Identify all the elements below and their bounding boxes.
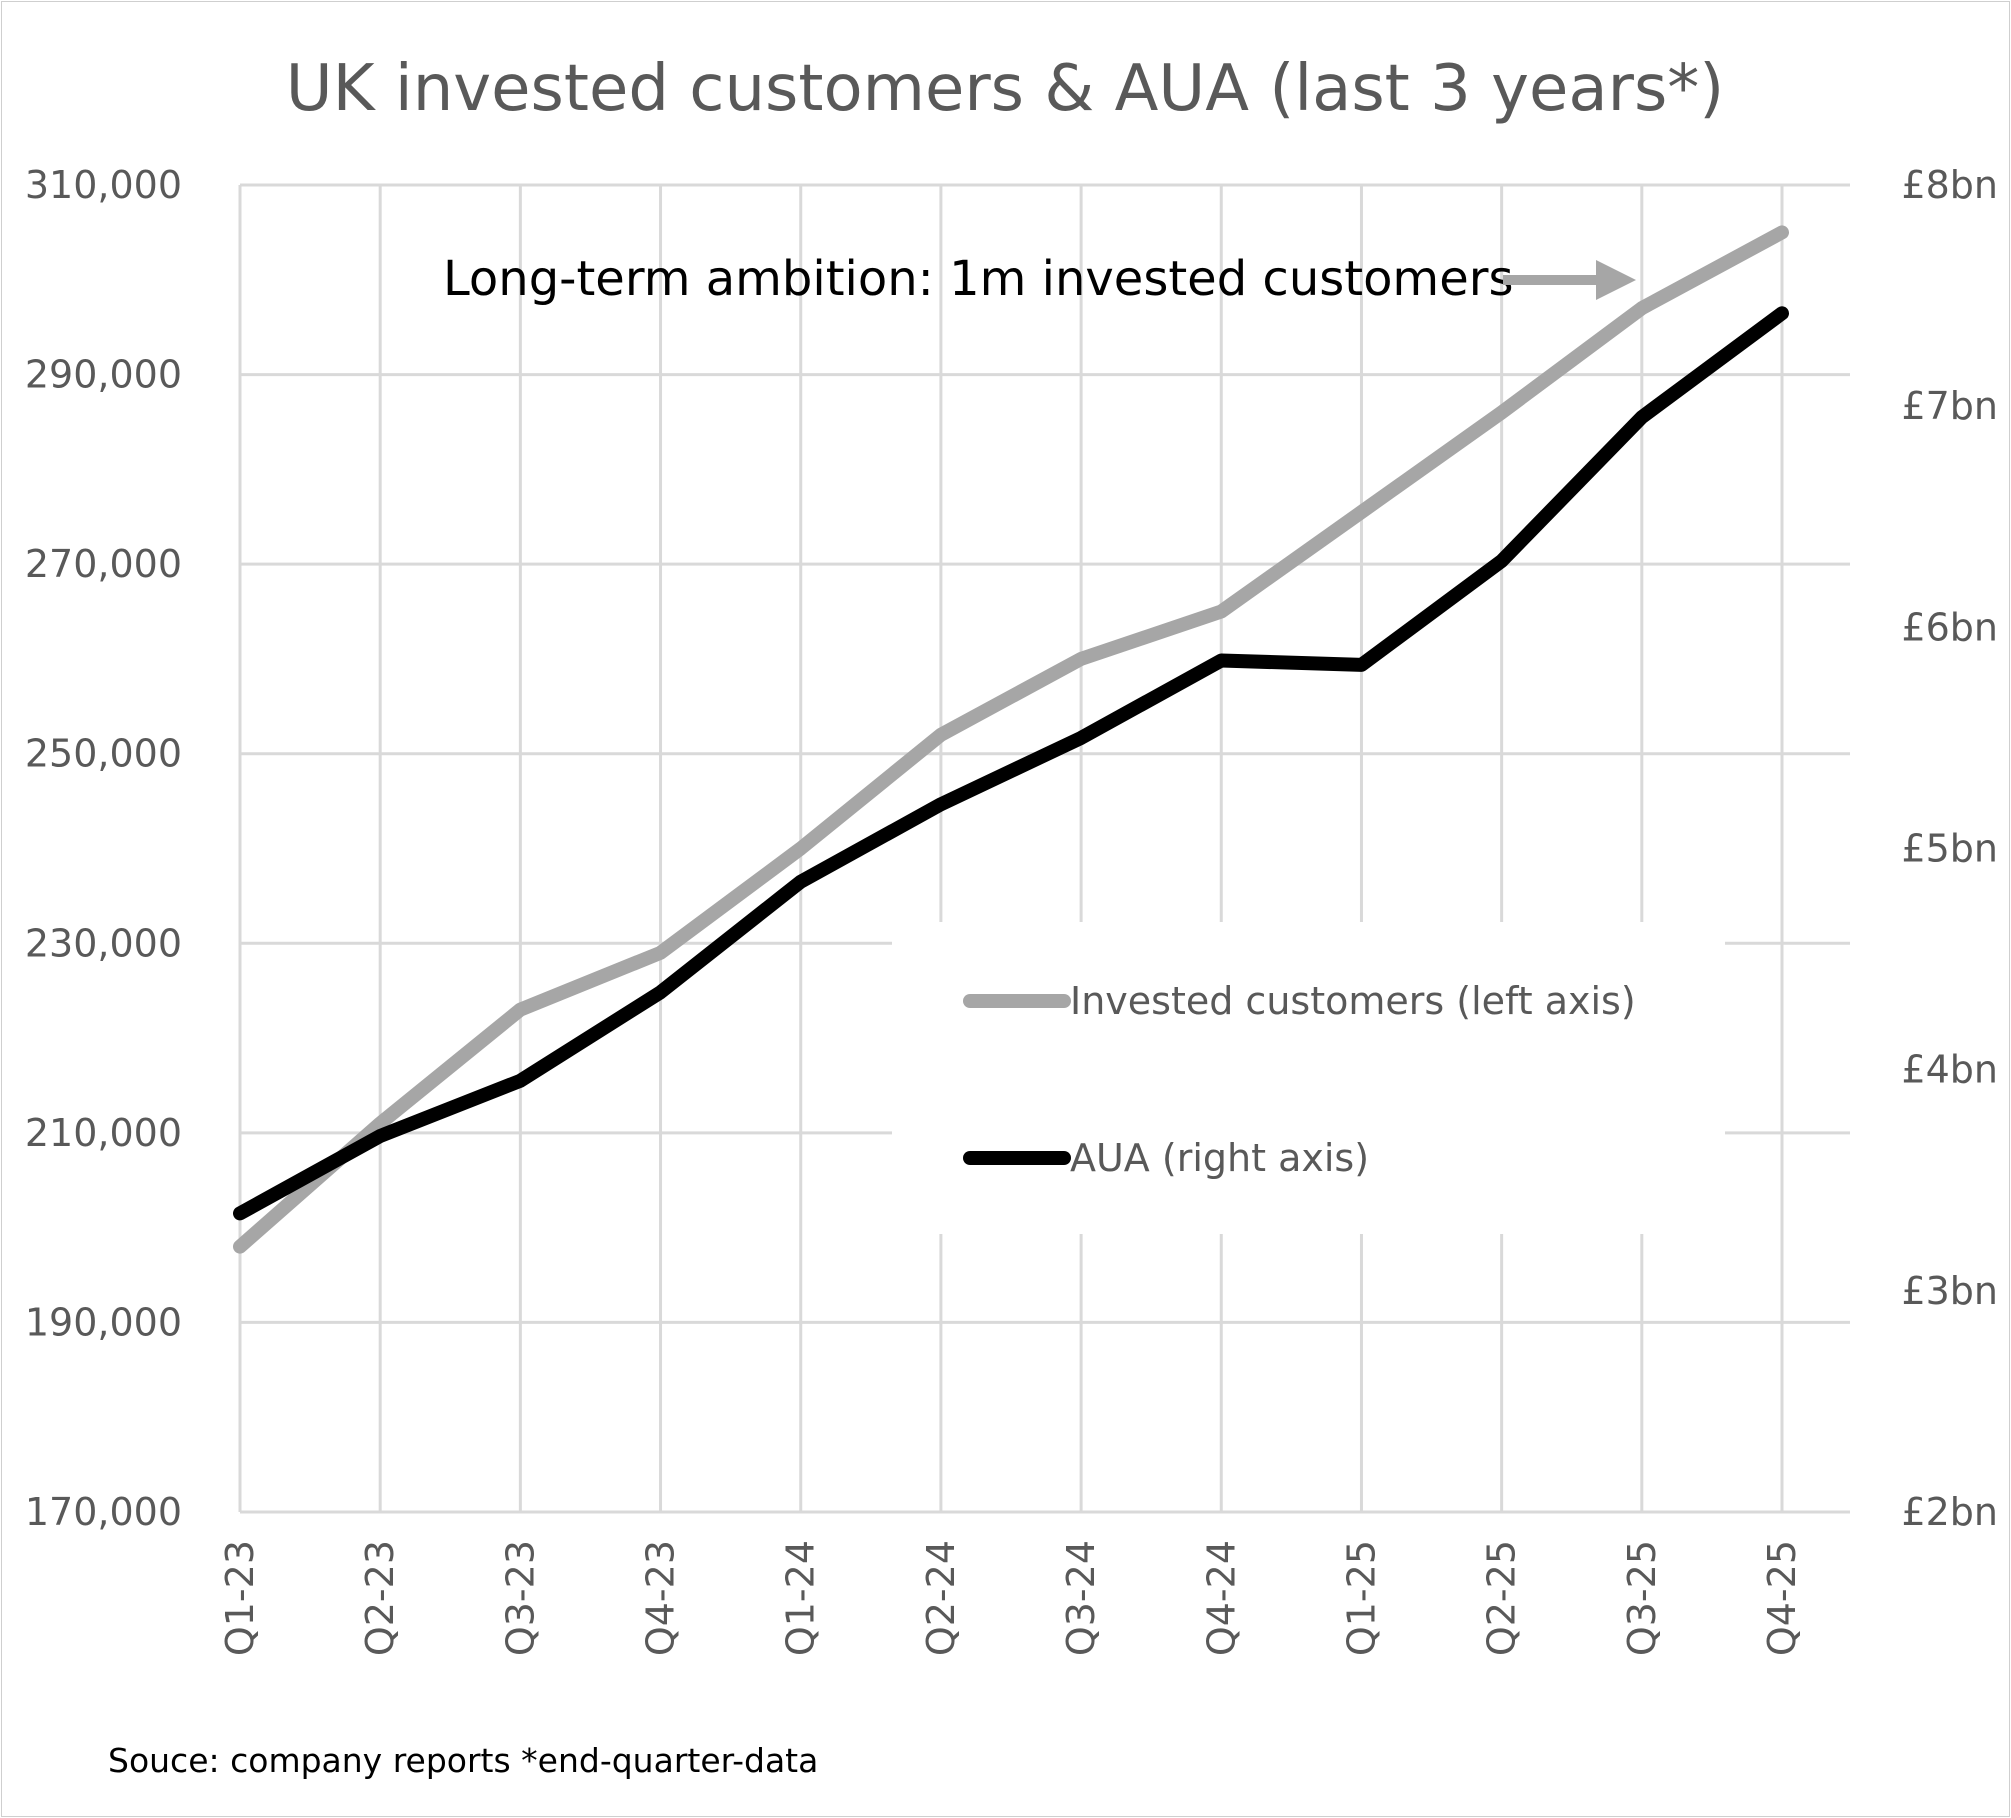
right-axis: £2bn £3bn £4bn £5bn £6bn £7bn £8bn — [1901, 163, 1998, 1534]
left-tick-label: 250,000 — [25, 732, 182, 776]
chart-title: UK invested customers & AUA (last 3 year… — [286, 52, 1725, 126]
series-line-aua — [233, 306, 1789, 1221]
legend-label-invested-customers: Invested customers (left axis) — [1070, 979, 1636, 1023]
right-tick-label: £7bn — [1901, 384, 1998, 428]
left-tick-label: 290,000 — [25, 353, 182, 397]
x-tick-label: Q3-24 — [1059, 1540, 1103, 1656]
series-layer — [233, 225, 1789, 1254]
right-tick-label: £3bn — [1901, 1269, 1998, 1313]
annotation-arrow-head — [1596, 260, 1636, 300]
legend-background — [892, 922, 1725, 1234]
horizontal-gridlines — [240, 183, 1850, 1514]
right-tick-label: £6bn — [1901, 605, 1998, 649]
x-axis: Q1-23 Q2-23 Q3-23 Q4-23 Q1-24 Q2-24 Q3-24 Q4-24… — [218, 1540, 1804, 1656]
left-axis: 170,000 190,000 210,000 230,000 250,000 270,0… — [25, 163, 182, 1534]
x-tick-label: Q3-25 — [1620, 1540, 1664, 1656]
source-note: Souce: company reports *end-quarter-data — [108, 1741, 818, 1780]
right-tick-label: £8bn — [1901, 163, 1998, 207]
x-tick-label: Q1-24 — [779, 1540, 823, 1656]
legend-label-aua: AUA (right axis) — [1070, 1136, 1369, 1180]
x-tick-label: Q1-23 — [218, 1540, 262, 1656]
x-tick-label: Q3-23 — [498, 1540, 542, 1656]
x-tick-label: Q1-25 — [1339, 1540, 1383, 1656]
left-tick-label: 210,000 — [25, 1111, 182, 1155]
left-tick-label: 230,000 — [25, 921, 182, 965]
x-tick-label: Q4-23 — [639, 1540, 683, 1656]
left-tick-label: 310,000 — [25, 163, 182, 207]
x-tick-label: Q2-24 — [919, 1540, 963, 1656]
left-tick-label: 270,000 — [25, 542, 182, 586]
right-tick-label: £4bn — [1901, 1048, 1998, 1092]
x-tick-label: Q4-25 — [1760, 1540, 1804, 1656]
x-tick-label: Q4-24 — [1199, 1540, 1243, 1656]
legend: Invested customers (left axis) AUA (righ… — [963, 979, 1636, 1180]
annotation-text: Long-term ambition: 1m invested customer… — [443, 251, 1513, 307]
right-tick-label: £5bn — [1901, 827, 1998, 871]
left-tick-label: 170,000 — [25, 1490, 182, 1534]
left-tick-label: 190,000 — [25, 1300, 182, 1344]
x-tick-label: Q2-23 — [358, 1540, 402, 1656]
series-line-invested-customers — [233, 225, 1789, 1254]
right-tick-label: £2bn — [1901, 1490, 1998, 1534]
x-tick-label: Q2-25 — [1480, 1540, 1524, 1656]
